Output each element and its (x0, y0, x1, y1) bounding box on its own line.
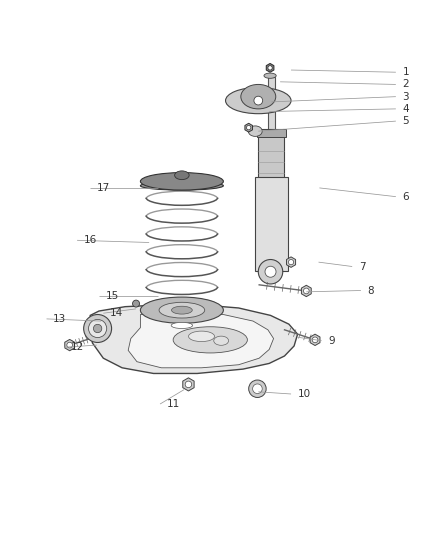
Text: 15: 15 (106, 291, 119, 301)
Polygon shape (266, 63, 274, 72)
Circle shape (93, 324, 102, 333)
Circle shape (258, 260, 283, 284)
Bar (257, 129, 286, 137)
Text: 11: 11 (166, 399, 180, 409)
Polygon shape (65, 340, 74, 351)
Ellipse shape (141, 297, 223, 323)
Polygon shape (90, 305, 297, 374)
Polygon shape (183, 378, 194, 391)
Circle shape (253, 384, 262, 393)
Circle shape (288, 260, 293, 265)
Text: 1: 1 (403, 67, 409, 77)
Bar (268, 77, 275, 135)
Ellipse shape (141, 173, 223, 190)
Text: 14: 14 (110, 308, 123, 318)
Bar (255, 177, 288, 271)
Text: 16: 16 (84, 235, 97, 245)
Circle shape (67, 342, 73, 348)
Ellipse shape (172, 306, 192, 314)
Circle shape (133, 300, 140, 307)
Circle shape (268, 66, 272, 70)
Text: 6: 6 (403, 192, 409, 201)
Text: 17: 17 (97, 183, 110, 193)
Bar (258, 129, 285, 179)
Polygon shape (128, 312, 274, 368)
Text: 12: 12 (71, 342, 84, 352)
Text: 2: 2 (403, 79, 409, 90)
Ellipse shape (264, 73, 276, 78)
Text: 10: 10 (297, 389, 311, 399)
Circle shape (265, 266, 276, 277)
Ellipse shape (188, 331, 215, 342)
Circle shape (254, 96, 263, 105)
Text: 7: 7 (359, 262, 365, 271)
Circle shape (312, 337, 318, 343)
Ellipse shape (241, 84, 276, 109)
Circle shape (185, 381, 192, 387)
Circle shape (304, 288, 309, 294)
Text: 3: 3 (403, 92, 409, 102)
Text: 5: 5 (403, 116, 409, 126)
Text: 8: 8 (367, 286, 374, 295)
Text: 4: 4 (403, 104, 409, 114)
Circle shape (88, 319, 107, 337)
Circle shape (84, 314, 112, 343)
Ellipse shape (226, 87, 291, 114)
Polygon shape (245, 123, 252, 132)
Polygon shape (310, 334, 320, 345)
Polygon shape (301, 285, 311, 297)
Ellipse shape (214, 336, 229, 345)
Ellipse shape (141, 181, 223, 190)
Polygon shape (286, 257, 296, 268)
Text: 9: 9 (328, 336, 335, 346)
Ellipse shape (175, 171, 189, 180)
Circle shape (247, 125, 251, 130)
Circle shape (249, 380, 266, 398)
Ellipse shape (173, 327, 247, 353)
Ellipse shape (159, 302, 205, 318)
Ellipse shape (151, 317, 212, 334)
Ellipse shape (171, 322, 193, 328)
Text: 13: 13 (53, 314, 66, 324)
Ellipse shape (248, 126, 262, 136)
